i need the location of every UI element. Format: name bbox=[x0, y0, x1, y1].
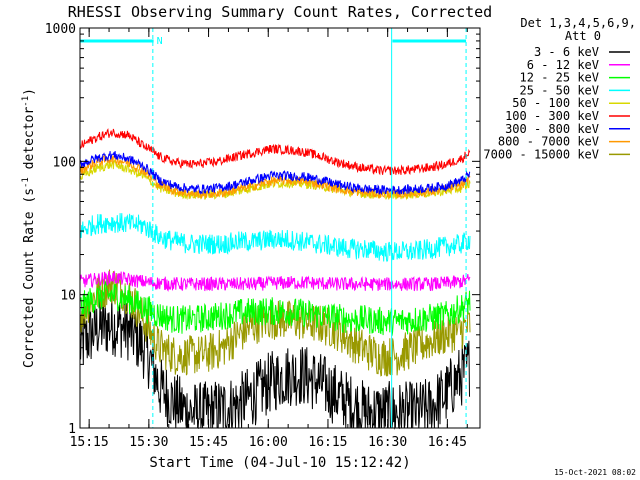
legend-label: 800 - 7000 keV bbox=[498, 135, 599, 149]
y-axis-label: Corrected Count Rate (s-1 detector-1) bbox=[21, 88, 37, 368]
footer-timestamp: 15-Oct-2021 08:02 bbox=[554, 468, 636, 477]
legend-label: 100 - 300 keV bbox=[505, 109, 599, 123]
y-tick-label: 1000 bbox=[45, 22, 76, 37]
chart-title: RHESSI Observing Summary Count Rates, Co… bbox=[68, 3, 492, 21]
plot-data-layer bbox=[79, 128, 471, 430]
x-tick-label: 15:30 bbox=[129, 435, 168, 450]
legend-label: 6 - 12 keV bbox=[527, 58, 599, 72]
y-axis-label-main: Corrected Count Rate (s bbox=[22, 188, 37, 368]
x-tick-label: 16:15 bbox=[308, 435, 347, 450]
x-tick-label: 16:45 bbox=[428, 435, 467, 450]
night-flag-label: N bbox=[157, 36, 163, 47]
y-axis-label-sup2: -1 bbox=[21, 96, 31, 107]
series-line-100-300-kev bbox=[79, 128, 471, 176]
y-tick-label: 100 bbox=[53, 155, 76, 170]
legend-header-line1: Det 1,3,4,5,6,9, bbox=[520, 16, 636, 30]
legend-label: 25 - 50 keV bbox=[520, 83, 599, 97]
legend-label: 3 - 6 keV bbox=[534, 45, 599, 59]
x-tick-label: 16:30 bbox=[368, 435, 407, 450]
legend-header-line2: Att 0 bbox=[565, 29, 601, 43]
series-line-12-25-kev bbox=[79, 281, 471, 336]
y-axis-label-mid: detector bbox=[22, 107, 37, 178]
axes-layer: 1 10 100 1000 15:15 15:30 15:45 16:00 16:15 16:30… bbox=[45, 22, 480, 450]
x-tick-label: 16:00 bbox=[249, 435, 288, 450]
x-axis-label: Start Time (04-Jul-10 15:12:42) bbox=[149, 455, 410, 471]
legend-label: 50 - 100 keV bbox=[512, 96, 599, 110]
series-line-800-7000-kev bbox=[79, 154, 471, 199]
series-line-25-50-kev bbox=[79, 213, 471, 263]
x-tick-label: 15:15 bbox=[70, 435, 109, 450]
y-tick-label: 1 bbox=[68, 422, 76, 437]
y-axis-label-end: ) bbox=[22, 88, 37, 96]
series-line-6-12-kev bbox=[79, 270, 471, 292]
y-axis-label-sup1: -1 bbox=[21, 177, 31, 188]
y-tick-label: 10 bbox=[60, 289, 76, 304]
plot-frame bbox=[79, 27, 481, 429]
legend-label: 300 - 800 keV bbox=[505, 122, 599, 136]
legend-label: 12 - 25 keV bbox=[520, 71, 599, 85]
legend-label: 7000 - 15000 keV bbox=[483, 147, 599, 161]
series-line-300-800-kev bbox=[79, 151, 471, 196]
x-tick-label: 15:45 bbox=[189, 435, 228, 450]
